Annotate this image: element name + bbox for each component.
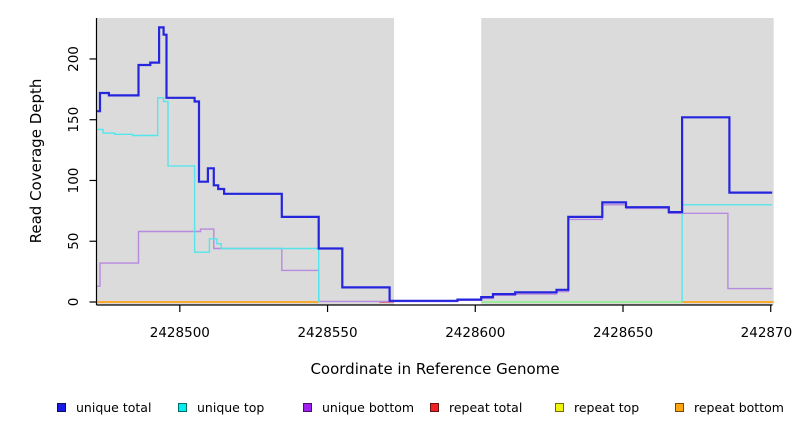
legend-swatch-unique-bottom [303, 402, 312, 412]
y-tick-label-0: 0 [66, 298, 82, 307]
y-tick-label-200: 200 [66, 46, 82, 72]
legend-label-repeat-total: repeat total [449, 399, 523, 415]
legend-label-unique-bottom: unique bottom [322, 399, 415, 415]
y-tick-label-150: 150 [66, 107, 82, 133]
legend-swatch-unique-top [178, 402, 187, 412]
y-tick-label-50: 50 [66, 233, 82, 250]
x-tick-label-2428650: 2428650 [593, 325, 653, 341]
legend-swatch-repeat-top [555, 402, 564, 412]
legend-label-repeat-bottom: repeat bottom [694, 399, 784, 415]
shaded-region-0 [97, 18, 395, 305]
legend-item-repeat-top: repeat top [555, 398, 639, 416]
x-axis-title: Coordinate in Reference Genome [310, 360, 560, 378]
legend-label-unique-total: unique total [76, 399, 152, 415]
line-unique-top [97, 97, 320, 302]
y-axis-title: Read Coverage Depth [27, 78, 45, 244]
x-tick-label-2428500: 2428500 [150, 325, 210, 341]
legend: unique total unique top unique bottom repea… [0, 398, 792, 420]
legend-item-unique-top: unique top [178, 398, 264, 416]
legend-item-unique-total: unique total [57, 398, 151, 416]
legend-label-unique-top: unique top [197, 399, 265, 415]
legend-item-unique-bottom: unique bottom [303, 398, 414, 416]
y-tick-label-100: 100 [66, 168, 82, 194]
legend-swatch-repeat-bottom [675, 402, 684, 412]
legend-swatch-unique-total [57, 402, 66, 412]
legend-swatch-repeat-total [430, 402, 439, 412]
legend-label-repeat-top: repeat top [574, 399, 640, 415]
legend-item-repeat-total: repeat total [430, 398, 522, 416]
x-tick-label-2428600: 2428600 [445, 325, 505, 341]
shaded-region-1 [481, 18, 774, 305]
x-tick-label-2428550: 2428550 [297, 325, 357, 341]
legend-item-repeat-bottom: repeat bottom [675, 398, 784, 416]
line-unique-total [97, 26, 773, 302]
